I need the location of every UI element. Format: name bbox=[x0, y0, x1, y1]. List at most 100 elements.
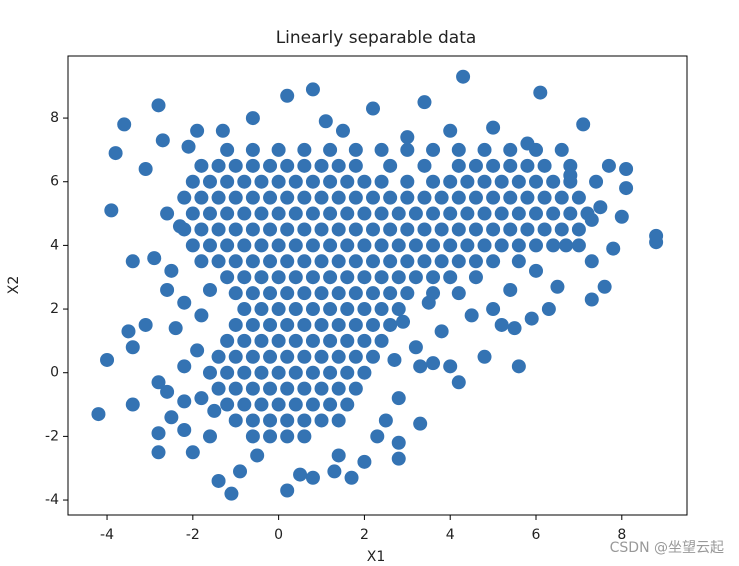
point bbox=[280, 413, 295, 428]
point bbox=[297, 286, 312, 301]
point bbox=[365, 190, 380, 205]
point bbox=[271, 333, 286, 348]
point bbox=[323, 238, 338, 253]
point bbox=[589, 174, 604, 189]
plot-frame bbox=[67, 55, 688, 516]
point bbox=[237, 365, 252, 380]
point bbox=[477, 206, 492, 221]
point bbox=[228, 158, 243, 173]
point bbox=[314, 158, 329, 173]
point bbox=[288, 174, 303, 189]
point bbox=[245, 349, 260, 364]
x-tick-label: -2 bbox=[186, 527, 200, 543]
point bbox=[190, 343, 205, 358]
point bbox=[340, 397, 355, 412]
point bbox=[344, 470, 359, 485]
point bbox=[164, 263, 179, 278]
point bbox=[245, 413, 260, 428]
point bbox=[408, 270, 423, 285]
point bbox=[263, 222, 278, 237]
point bbox=[486, 158, 501, 173]
point bbox=[443, 206, 458, 221]
point bbox=[456, 69, 471, 84]
point bbox=[280, 349, 295, 364]
point bbox=[172, 219, 187, 234]
y-tick-label: -2 bbox=[45, 428, 59, 444]
point bbox=[305, 470, 320, 485]
point bbox=[220, 238, 235, 253]
point bbox=[288, 270, 303, 285]
point bbox=[151, 98, 166, 113]
point bbox=[451, 286, 466, 301]
point bbox=[263, 429, 278, 444]
point bbox=[297, 158, 312, 173]
point bbox=[417, 158, 432, 173]
point bbox=[280, 483, 295, 498]
point bbox=[305, 302, 320, 317]
point bbox=[417, 95, 432, 110]
point bbox=[486, 190, 501, 205]
point bbox=[305, 238, 320, 253]
point bbox=[160, 282, 175, 297]
point bbox=[400, 190, 415, 205]
point bbox=[177, 359, 192, 374]
point bbox=[365, 349, 380, 364]
point bbox=[584, 292, 599, 307]
point bbox=[263, 158, 278, 173]
point bbox=[202, 238, 217, 253]
point bbox=[524, 311, 539, 326]
point bbox=[202, 282, 217, 297]
point bbox=[357, 333, 372, 348]
y-tick-label: 0 bbox=[50, 365, 59, 381]
point bbox=[559, 238, 574, 253]
point bbox=[413, 359, 428, 374]
point bbox=[374, 270, 389, 285]
point bbox=[263, 317, 278, 332]
point bbox=[228, 413, 243, 428]
point bbox=[331, 286, 346, 301]
point bbox=[520, 136, 535, 151]
point bbox=[348, 286, 363, 301]
point bbox=[194, 158, 209, 173]
point bbox=[327, 464, 342, 479]
point bbox=[211, 158, 226, 173]
point bbox=[443, 270, 458, 285]
point bbox=[378, 413, 393, 428]
point bbox=[263, 254, 278, 269]
point bbox=[619, 181, 634, 196]
point bbox=[177, 295, 192, 310]
point bbox=[220, 142, 235, 157]
point bbox=[194, 308, 209, 323]
point bbox=[357, 270, 372, 285]
point bbox=[288, 333, 303, 348]
point bbox=[202, 365, 217, 380]
point bbox=[340, 238, 355, 253]
point bbox=[426, 142, 441, 157]
point bbox=[323, 365, 338, 380]
point bbox=[391, 391, 406, 406]
point bbox=[348, 381, 363, 396]
point bbox=[503, 158, 518, 173]
point bbox=[571, 238, 586, 253]
point bbox=[331, 190, 346, 205]
point bbox=[584, 212, 599, 227]
point bbox=[357, 206, 372, 221]
point bbox=[331, 317, 346, 332]
point bbox=[254, 397, 269, 412]
point bbox=[108, 146, 123, 161]
point bbox=[408, 238, 423, 253]
x-tick-label: 6 bbox=[532, 527, 541, 543]
point bbox=[194, 222, 209, 237]
point bbox=[331, 448, 346, 463]
point bbox=[477, 142, 492, 157]
point bbox=[374, 333, 389, 348]
point bbox=[417, 190, 432, 205]
point bbox=[468, 270, 483, 285]
point bbox=[443, 238, 458, 253]
point bbox=[400, 174, 415, 189]
point bbox=[494, 174, 509, 189]
point bbox=[245, 381, 260, 396]
point bbox=[211, 222, 226, 237]
point bbox=[417, 222, 432, 237]
point bbox=[305, 365, 320, 380]
